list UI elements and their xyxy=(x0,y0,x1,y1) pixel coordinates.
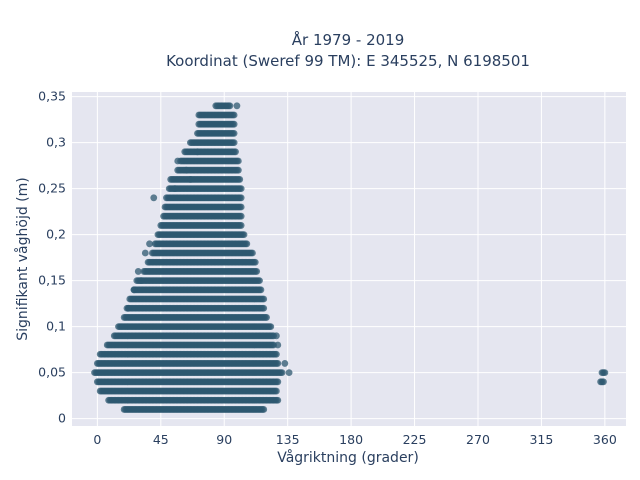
data-point xyxy=(230,120,238,128)
data-point xyxy=(273,350,280,358)
data-point xyxy=(150,194,158,202)
data-point xyxy=(253,268,261,275)
data-point xyxy=(233,102,241,110)
data-point xyxy=(278,369,286,377)
data-point xyxy=(600,378,607,386)
data-point xyxy=(194,148,201,156)
data-point xyxy=(236,176,244,183)
data-point xyxy=(237,203,245,211)
y-tick-label: 0,3 xyxy=(46,135,66,150)
data-point xyxy=(230,139,238,147)
y-tick-label: 0,2 xyxy=(46,227,66,242)
y-tick-label: 0,05 xyxy=(38,365,66,380)
data-point xyxy=(137,277,145,285)
chart-title-line-2: Koordinat (Sweref 99 TM): E 345525, N 61… xyxy=(166,52,530,70)
data-point xyxy=(237,212,245,220)
data-point xyxy=(273,332,280,340)
data-point xyxy=(274,360,282,367)
data-point xyxy=(230,111,238,119)
data-point xyxy=(226,102,234,110)
data-point xyxy=(274,378,282,386)
data-point xyxy=(182,166,190,174)
y-tick-label: 0,1 xyxy=(46,319,66,334)
x-tick-label: 270 xyxy=(466,432,490,447)
x-tick-label: 360 xyxy=(593,432,617,447)
data-point xyxy=(141,249,149,257)
x-tick-label: 90 xyxy=(216,432,232,447)
data-point xyxy=(146,240,153,248)
chart-title-line-1: År 1979 - 2019 xyxy=(292,30,405,49)
data-point xyxy=(273,387,280,395)
x-tick-label: 225 xyxy=(403,432,427,447)
y-axis-label: Signifikant våghöjd (m) xyxy=(14,177,31,340)
data-point xyxy=(237,185,245,193)
y-tick-label: 0 xyxy=(58,411,66,426)
data-point xyxy=(243,240,251,248)
data-point xyxy=(240,231,248,239)
data-point xyxy=(251,258,259,266)
x-tick-label: 135 xyxy=(276,432,300,447)
data-point xyxy=(187,176,194,183)
y-tick-label: 0,15 xyxy=(38,273,66,288)
y-tick-labels: 0 0,05 0,1 0,15 0,2 0,25 0,3 0,35 xyxy=(38,89,66,426)
data-point xyxy=(230,130,238,137)
data-point xyxy=(234,157,242,165)
data-point xyxy=(130,286,138,294)
data-point xyxy=(124,304,132,312)
y-tick-label: 0,25 xyxy=(38,181,66,196)
data-point xyxy=(257,286,265,294)
data-points xyxy=(91,102,609,413)
data-point xyxy=(263,314,270,321)
data-point xyxy=(237,194,245,202)
x-tick-label: 315 xyxy=(529,432,553,447)
x-tick-labels: 0 45 90 135 180 225 270 315 360 xyxy=(93,432,616,447)
data-point xyxy=(260,406,268,413)
data-point xyxy=(285,369,293,377)
data-point xyxy=(256,277,263,285)
x-axis-label: Vågriktning (grader) xyxy=(277,449,419,466)
data-point xyxy=(281,360,289,367)
data-point xyxy=(260,295,268,303)
data-point xyxy=(249,249,256,257)
y-tick-label: 0,35 xyxy=(38,89,66,104)
x-tick-label: 180 xyxy=(339,432,363,447)
x-tick-label: 45 xyxy=(153,432,169,447)
data-point xyxy=(260,304,268,312)
data-point xyxy=(274,341,282,349)
data-point xyxy=(267,323,275,331)
data-point xyxy=(171,185,179,193)
data-point xyxy=(237,222,245,229)
data-point xyxy=(274,396,282,404)
data-point xyxy=(134,268,142,275)
data-point xyxy=(232,148,239,156)
x-tick-label: 0 xyxy=(93,432,101,447)
data-point xyxy=(601,369,609,377)
data-point xyxy=(234,166,242,174)
data-point xyxy=(174,157,182,165)
